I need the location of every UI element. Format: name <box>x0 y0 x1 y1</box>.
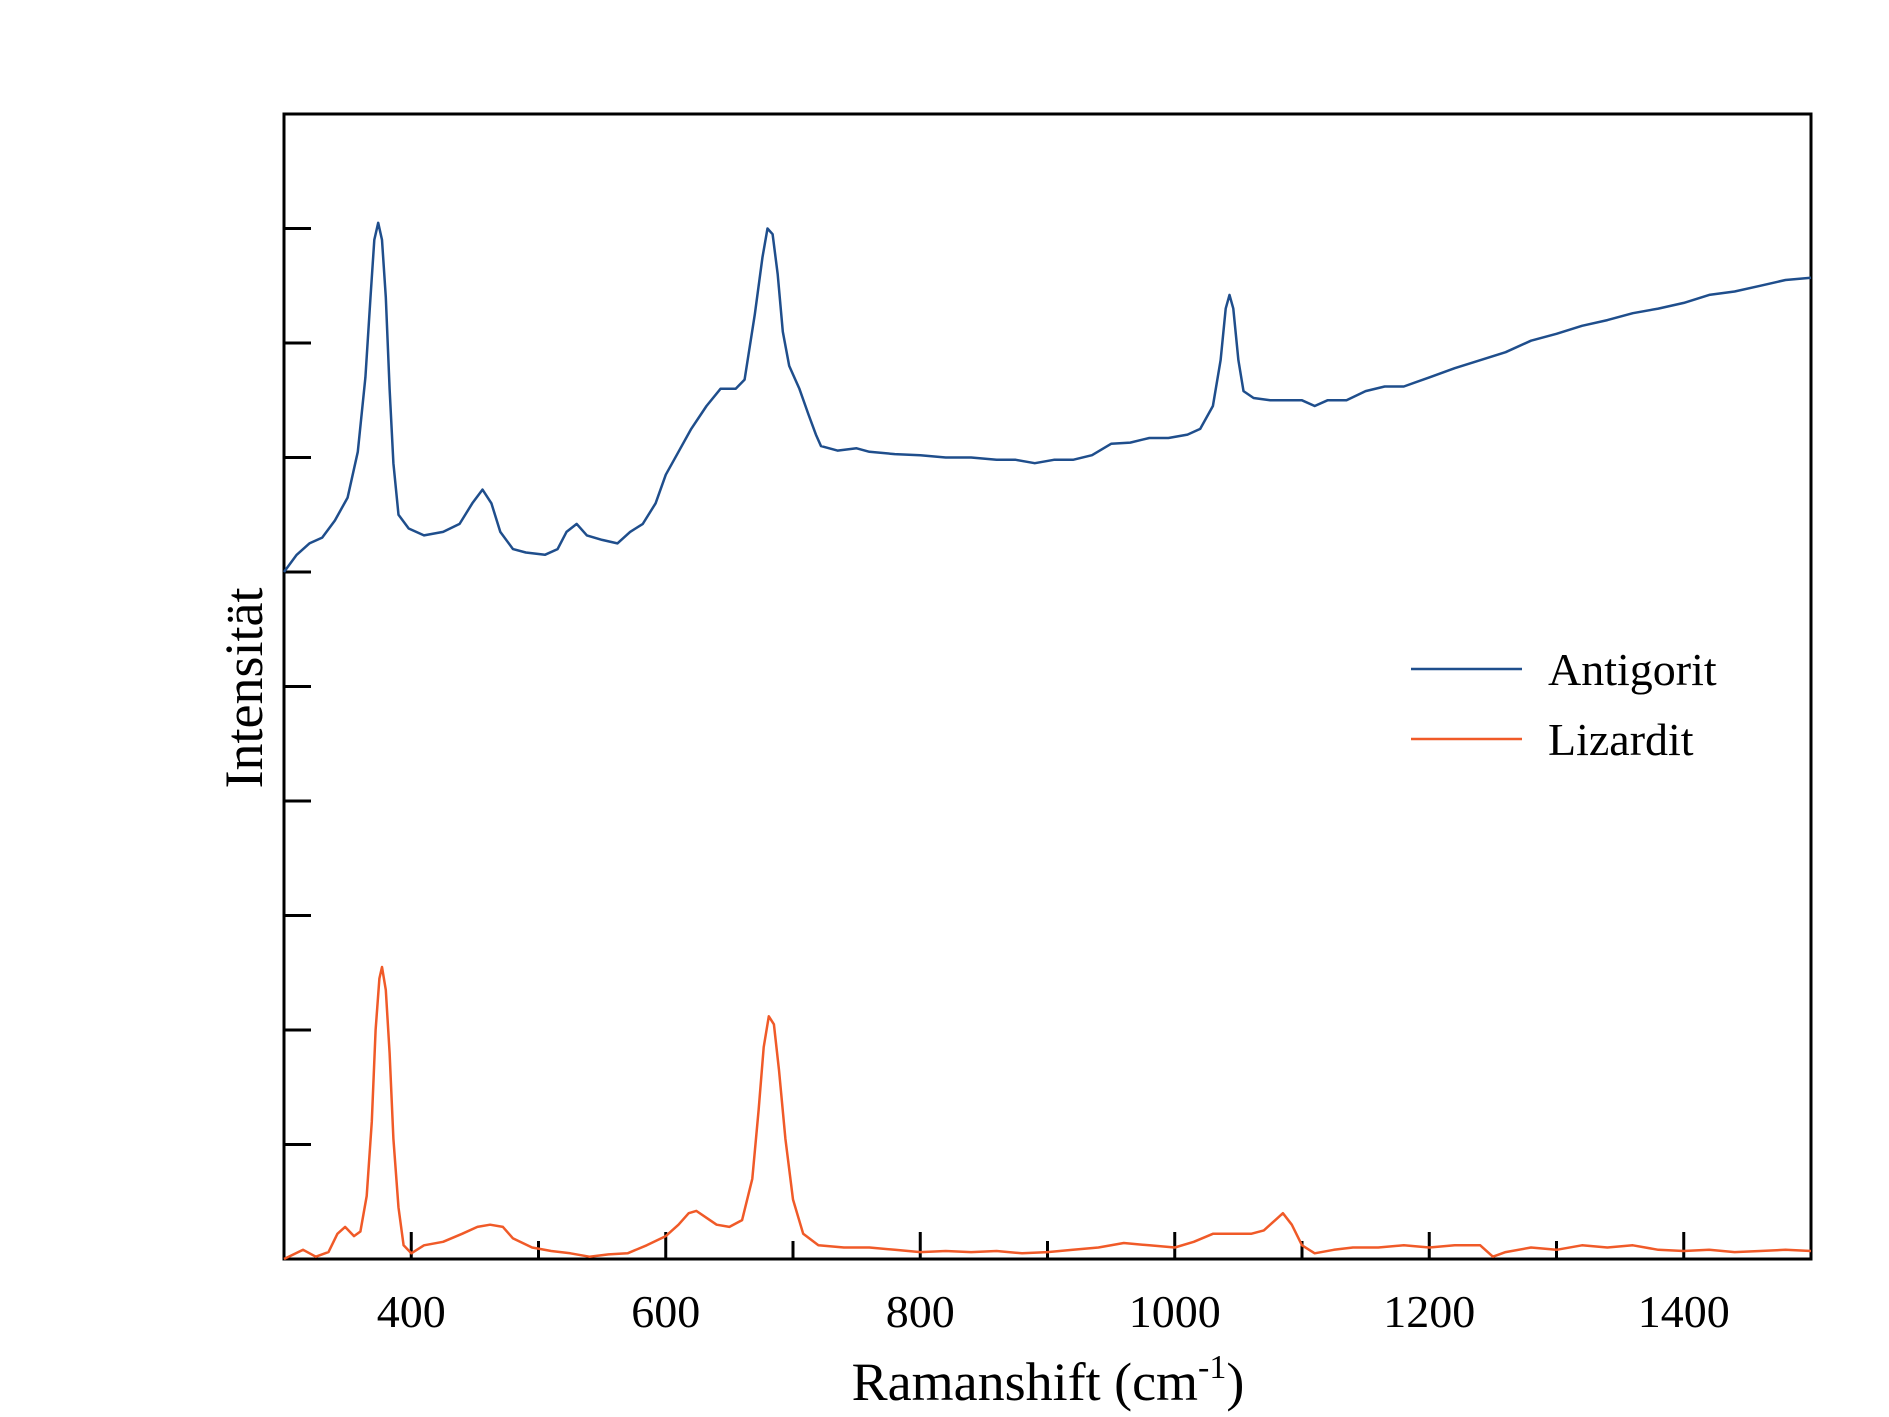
x-tick-label-800: 800 <box>886 1286 955 1337</box>
legend: Antigorit Lizardit <box>1411 644 1717 765</box>
x-tick-label-1200: 1200 <box>1383 1286 1475 1337</box>
series-line-lizardit <box>283 965 1812 1261</box>
x-tick-label-600: 600 <box>631 1286 700 1337</box>
x-tick-label-1400: 1400 <box>1638 1286 1730 1337</box>
y-axis-ticks <box>284 227 311 1146</box>
x-tick-label-400: 400 <box>377 1286 446 1337</box>
x-axis-label: Ramanshift (cm-1) <box>852 1349 1245 1412</box>
x-axis-label-close: ) <box>1226 1352 1244 1412</box>
legend-label-lizardit: Lizardit <box>1548 714 1694 765</box>
legend-label-antigorit: Antigorit <box>1548 644 1717 695</box>
x-axis-ticks: 400 600 800 1000 1200 1400 <box>377 1232 1730 1337</box>
series-line-antigorit <box>282 221 1812 573</box>
x-tick-label-1000: 1000 <box>1129 1286 1221 1337</box>
x-axis-label-superscript: -1 <box>1198 1349 1226 1386</box>
y-axis-label: Intensität <box>214 588 274 789</box>
series-layer <box>282 221 1812 1261</box>
